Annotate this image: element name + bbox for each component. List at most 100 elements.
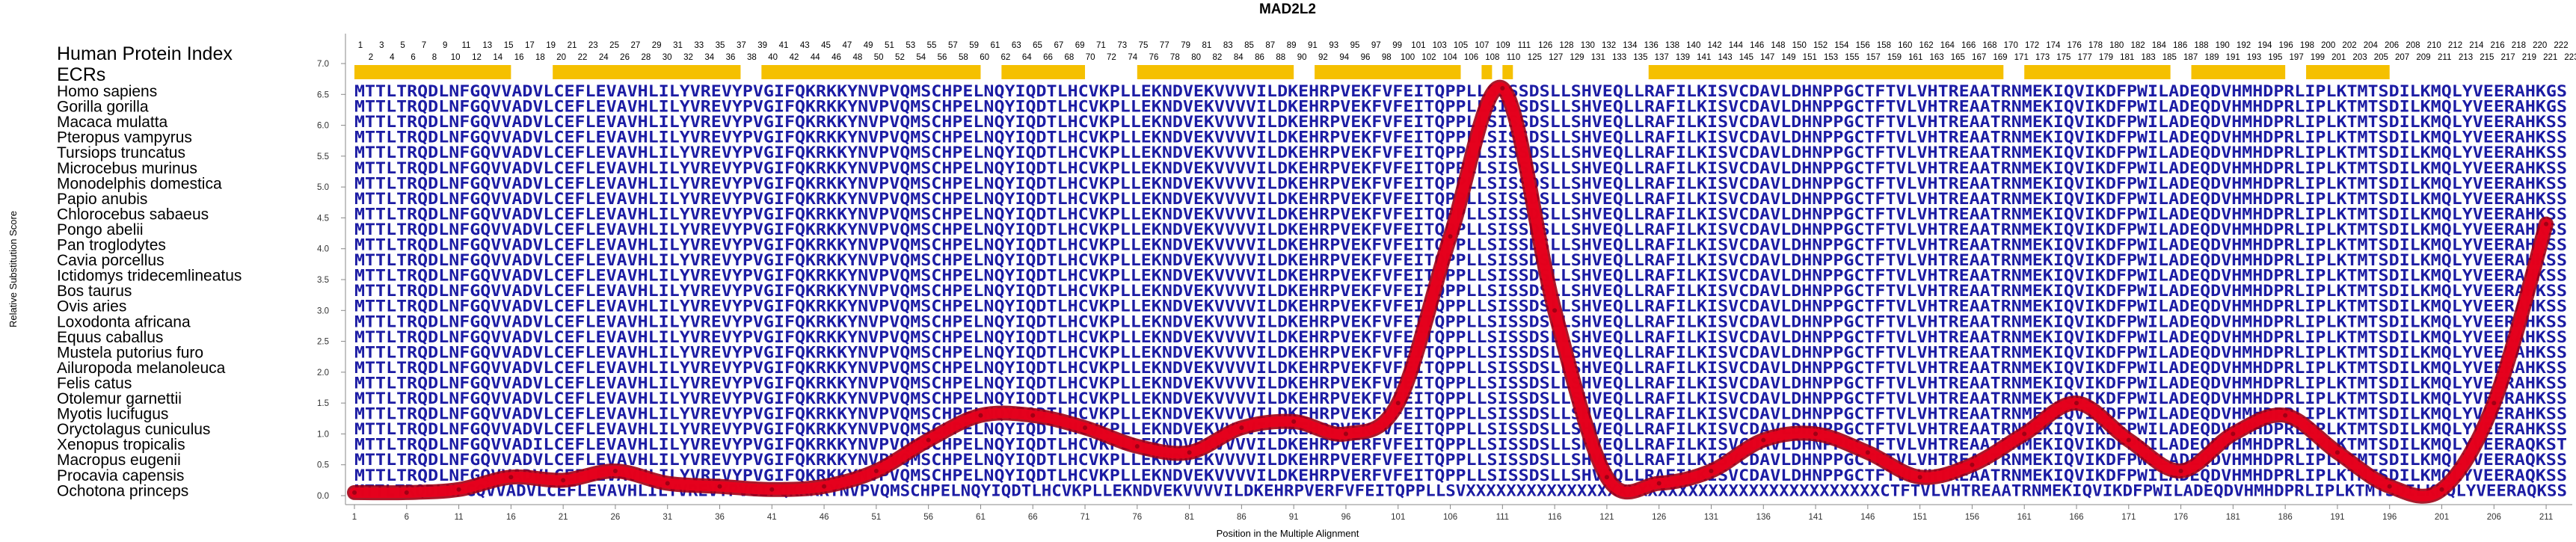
human-index-even: 80 <box>1191 53 1201 62</box>
human-index-odd: 132 <box>1602 41 1616 50</box>
human-index-odd: 103 <box>1433 41 1447 50</box>
human-index-odd: 214 <box>2469 41 2484 50</box>
curve-point <box>978 413 983 418</box>
curve-point <box>352 490 357 495</box>
curve-point <box>1865 450 1870 455</box>
human-index-even: 193 <box>2247 53 2261 62</box>
x-tick-label: 201 <box>2435 513 2449 522</box>
human-index-odd: 15 <box>504 41 514 50</box>
human-index-even: 6 <box>411 53 415 62</box>
human-index-even: 207 <box>2395 53 2409 62</box>
human-index-even: 201 <box>2331 53 2346 62</box>
species-label: Mustela putorius furo <box>57 344 203 361</box>
human-index-even: 92 <box>1318 53 1328 62</box>
human-index-even: 137 <box>1655 53 1669 62</box>
human-index-even: 84 <box>1234 53 1244 62</box>
human-index-even: 96 <box>1361 53 1371 62</box>
human-index-even: 217 <box>2501 53 2515 62</box>
x-tick-label: 111 <box>1496 513 1509 522</box>
curve-point <box>1813 431 1819 437</box>
human-index-odd: 184 <box>2152 41 2167 50</box>
human-index-even: 100 <box>1401 53 1415 62</box>
y-tick-label: 4.0 <box>317 245 329 254</box>
human-index-odd: 71 <box>1096 41 1106 50</box>
species-label: Loxodonta africana <box>57 313 191 330</box>
human-index-even: 221 <box>2543 53 2557 62</box>
x-tick-label: 171 <box>2121 513 2136 522</box>
human-index-odd: 150 <box>1792 41 1807 50</box>
substitution-curve <box>347 79 2554 504</box>
x-tick-label: 176 <box>2174 513 2188 522</box>
species-label: Macaca mulatta <box>57 114 168 131</box>
human-index-even: 58 <box>959 53 968 62</box>
curve-point <box>1604 475 1609 480</box>
axes: 0.0 0.5 1.0 1.5 2.0 2.5 3.0 3.5 4.0 4.5 5.0 5.5 6.0 6… <box>317 34 2572 522</box>
curve-point <box>2231 431 2236 437</box>
x-tick-label: 131 <box>1704 513 1718 522</box>
human-index-even: 54 <box>916 53 926 62</box>
species-label: Otolemur garnettii <box>57 390 182 407</box>
y-tick-label: 0.0 <box>317 492 329 501</box>
human-index-even: 205 <box>2374 53 2388 62</box>
human-index-odd: 107 <box>1475 41 1489 50</box>
human-index-even: 215 <box>2480 53 2494 62</box>
human-index-odd: 204 <box>2364 41 2379 50</box>
curve-point <box>2283 413 2288 418</box>
curve-point <box>2439 487 2444 492</box>
sequence-row: MTTLTRQDLNFGQVVADVLCEFLEVAVHLILYVREVYPVG… <box>354 328 2567 347</box>
human-index-odd: 182 <box>2130 41 2145 50</box>
x-tick-label: 61 <box>976 513 986 522</box>
human-index-odd: 168 <box>1982 41 1996 50</box>
human-index-even: 94 <box>1339 53 1349 62</box>
human-index-even: 70 <box>1086 53 1095 62</box>
human-index-odd: 164 <box>1940 41 1955 50</box>
species-label: Bos taurus <box>57 283 132 300</box>
human-index-odd: 194 <box>2257 41 2272 50</box>
curve-point <box>1291 419 1297 424</box>
human-index-even: 12 <box>472 53 482 62</box>
human-index-even: 78 <box>1170 53 1180 62</box>
x-tick-label: 106 <box>1443 513 1457 522</box>
human-index-even: 26 <box>620 53 630 62</box>
human-index-even: 30 <box>663 53 672 62</box>
x-tick-label: 121 <box>1599 513 1614 522</box>
x-tick-label: 1 <box>352 513 357 522</box>
human-index-even: 20 <box>556 53 566 62</box>
human-index-odd: 23 <box>588 41 598 50</box>
y-tick-label: 1.0 <box>317 430 329 439</box>
human-index-even: 163 <box>1929 53 1943 62</box>
species-label: Gorilla gorilla <box>57 99 149 116</box>
curve-point <box>1917 475 1922 480</box>
species-label: Equus caballus <box>57 329 163 346</box>
human-index-odd: 200 <box>2321 41 2335 50</box>
human-index-odd: 97 <box>1371 41 1381 50</box>
species-label: Chlorocebus sabaeus <box>57 206 209 223</box>
human-index-odd: 89 <box>1287 41 1297 50</box>
x-axis-label: Position in the Multiple Alignment <box>1217 528 1359 539</box>
human-index-odd: 148 <box>1771 41 1785 50</box>
y-tick-label: 6.5 <box>317 90 329 99</box>
ecr-bar <box>2024 65 2171 79</box>
human-index-odd: 95 <box>1350 41 1360 50</box>
curve-point <box>1970 462 1975 467</box>
human-index-odd: 19 <box>546 41 556 50</box>
x-tick-label: 191 <box>2330 513 2344 522</box>
human-index-odd: 152 <box>1813 41 1828 50</box>
x-tick-label: 51 <box>871 513 881 522</box>
species-label: Microcebus murinus <box>57 160 197 177</box>
sequence-row: MTTLTRQDLNFGQVVADVLCEFLEVAVHLILYVREVYPVG… <box>354 144 2567 162</box>
human-index-odd: 83 <box>1223 41 1233 50</box>
curve-point <box>2387 484 2392 489</box>
human-index-even: 145 <box>1739 53 1753 62</box>
human-index-even: 149 <box>1781 53 1795 62</box>
curve-point <box>2334 450 2340 455</box>
human-index-odd: 67 <box>1054 41 1063 50</box>
human-index-odd: 156 <box>1856 41 1870 50</box>
human-index-even: 151 <box>1803 53 1817 62</box>
human-index-even: 219 <box>2522 53 2536 62</box>
human-index-odd: 190 <box>2216 41 2230 50</box>
human-index-even: 74 <box>1128 53 1137 62</box>
curve-point <box>1709 468 1714 473</box>
ecr-bar <box>2191 65 2286 79</box>
